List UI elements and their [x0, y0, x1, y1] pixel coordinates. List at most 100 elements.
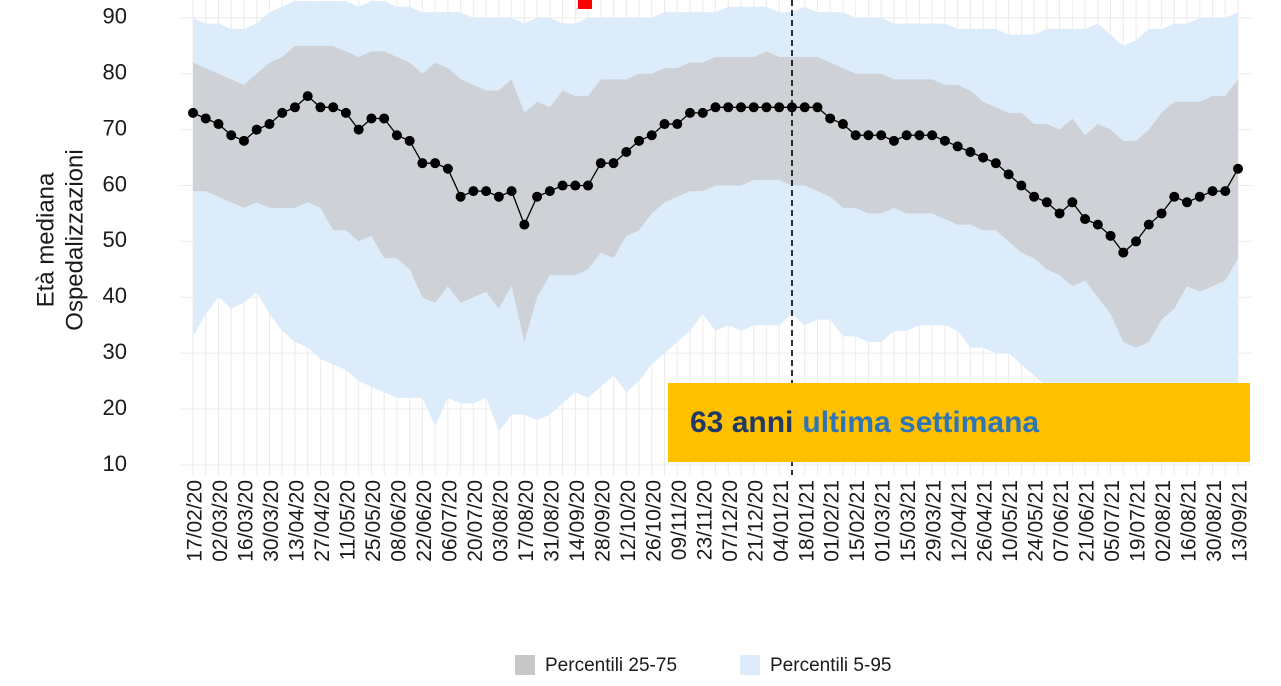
point	[595, 158, 606, 169]
point	[340, 107, 351, 118]
point	[468, 186, 479, 197]
point	[544, 186, 555, 197]
point	[786, 102, 797, 113]
x-tick-label: 17/08/20	[515, 480, 538, 562]
point	[404, 135, 415, 146]
point	[366, 113, 377, 124]
point	[927, 130, 938, 141]
x-tick-label: 13/09/21	[1229, 480, 1252, 562]
point	[557, 180, 568, 191]
x-tick-label: 02/03/20	[209, 480, 232, 562]
x-tick-label: 15/02/21	[846, 480, 869, 562]
x-tick-label: 06/07/20	[438, 480, 461, 562]
point	[863, 130, 874, 141]
point	[1233, 163, 1243, 174]
point	[1092, 219, 1103, 230]
x-tick-label: 30/08/21	[1203, 480, 1226, 562]
point	[506, 186, 517, 197]
point	[583, 180, 594, 191]
point	[1067, 197, 1078, 208]
x-tick-label: 26/10/20	[642, 480, 665, 562]
x-tick-label: 25/05/20	[362, 480, 385, 562]
point	[888, 135, 899, 146]
point	[1118, 247, 1129, 258]
point	[710, 102, 721, 113]
point	[799, 102, 810, 113]
x-tick-label: 23/11/20	[693, 480, 716, 560]
point	[723, 102, 734, 113]
x-tick-label: 31/08/20	[540, 480, 563, 562]
x-tick-label: 18/01/21	[795, 480, 818, 562]
point	[391, 130, 402, 141]
point	[379, 113, 390, 124]
y-axis-title: Età mediana	[32, 172, 59, 307]
point	[774, 102, 785, 113]
point	[1080, 214, 1091, 225]
legend-label: Percentili 5-95	[770, 655, 891, 676]
point	[990, 158, 1001, 169]
y-tick-label: 50	[103, 227, 127, 252]
point	[1016, 180, 1027, 191]
point	[315, 102, 326, 113]
point	[812, 102, 823, 113]
x-tick-label: 20/07/20	[464, 480, 487, 562]
point	[634, 135, 645, 146]
legend-swatch	[515, 655, 535, 675]
annotation-text: ultima settimana	[802, 406, 1039, 439]
point	[965, 147, 976, 157]
point	[621, 147, 632, 157]
y-tick-label: 40	[103, 283, 127, 308]
x-tick-label: 09/11/20	[668, 480, 691, 560]
x-tick-label: 12/04/21	[948, 480, 971, 562]
marks	[188, 91, 1243, 258]
point	[672, 119, 683, 130]
point	[939, 135, 950, 146]
point	[328, 102, 339, 113]
x-tick-label: 13/04/20	[285, 480, 308, 562]
point	[608, 158, 619, 169]
x-tick-label: 22/06/20	[413, 480, 436, 562]
point	[493, 191, 504, 202]
point	[570, 180, 581, 191]
bands	[193, 1, 1238, 432]
x-tick-label: 11/05/20	[336, 480, 359, 560]
x-tick-label: 30/03/20	[260, 480, 283, 562]
point	[978, 152, 989, 163]
point	[1029, 191, 1040, 202]
x-tick-label: 07/12/20	[719, 480, 742, 562]
point	[1054, 208, 1065, 219]
point	[914, 130, 925, 141]
point	[1041, 197, 1052, 208]
point	[277, 107, 288, 118]
point	[188, 107, 198, 118]
point	[213, 119, 224, 130]
point	[417, 158, 428, 169]
y-tick-label: 20	[103, 395, 127, 420]
x-tick-label: 14/09/20	[566, 480, 589, 562]
x-tick-label: 05/07/21	[1101, 480, 1124, 562]
x-tick-label: 26/04/21	[974, 480, 997, 562]
point	[1105, 230, 1116, 241]
point	[302, 91, 313, 102]
x-tick-label: 21/06/21	[1076, 480, 1099, 562]
legend-label: Percentili 25-75	[545, 655, 677, 676]
x-tick-label: 12/10/20	[617, 480, 640, 562]
band	[193, 45, 1238, 348]
x-tick-label: 01/02/21	[821, 480, 844, 562]
point	[761, 102, 772, 113]
point	[264, 119, 275, 130]
point	[353, 124, 364, 135]
x-tick-label: 29/03/21	[923, 480, 946, 562]
point	[519, 219, 530, 230]
point	[646, 130, 657, 141]
point	[1182, 197, 1193, 208]
y-tick-label: 10	[103, 451, 127, 476]
x-tick-label: 28/09/20	[591, 480, 614, 562]
point	[532, 191, 543, 202]
x-tick-label: 16/03/20	[235, 480, 258, 562]
y-axis-title: Ospedalizzazioni	[61, 149, 88, 330]
point	[1003, 169, 1014, 180]
annotation-value: 63 anni	[690, 406, 793, 439]
point	[837, 119, 848, 130]
